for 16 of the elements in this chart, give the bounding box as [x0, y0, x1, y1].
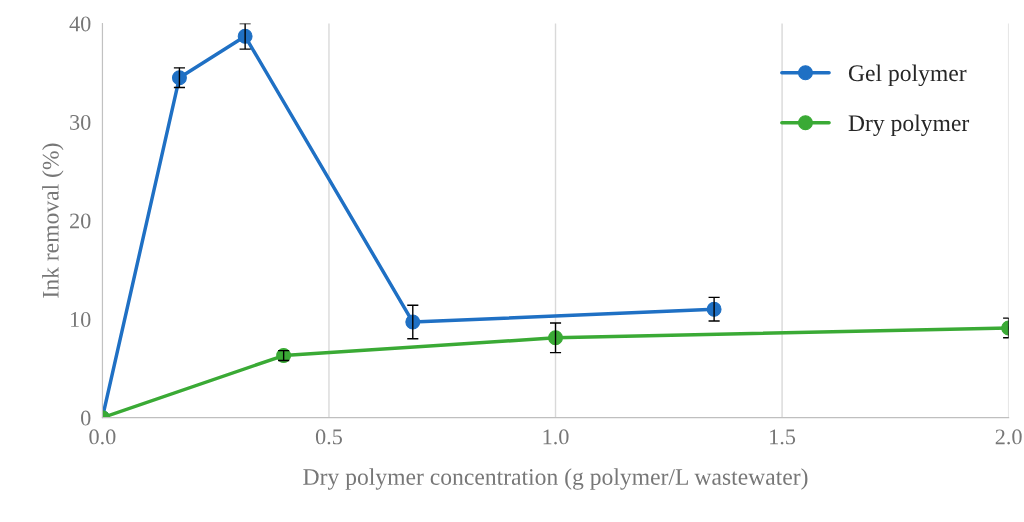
x-tick-label: 0.0	[89, 429, 116, 445]
x-tick-label: 1.5	[770, 429, 796, 445]
y-tick-label: 30	[70, 114, 91, 130]
legend-label: Gel polymer	[848, 64, 967, 87]
legend-label: Dry polymer	[848, 114, 970, 137]
y-axis-title: Ink removal (%)	[42, 143, 64, 298]
x-tick-label: 0.5	[315, 429, 342, 445]
point	[405, 314, 421, 330]
y-tick-label: 40	[69, 16, 91, 32]
point	[548, 330, 563, 346]
y-tick-label: 0	[81, 410, 91, 426]
x-tick-label: 2.0	[995, 429, 1022, 445]
y-tick-label: 20	[70, 213, 91, 229]
x-axis-title: Dry polymer concentration (g polymer/L wastewater)	[303, 468, 808, 490]
y-tick-label: 10	[71, 312, 91, 327]
x-tick-label: 1.0	[543, 429, 569, 445]
